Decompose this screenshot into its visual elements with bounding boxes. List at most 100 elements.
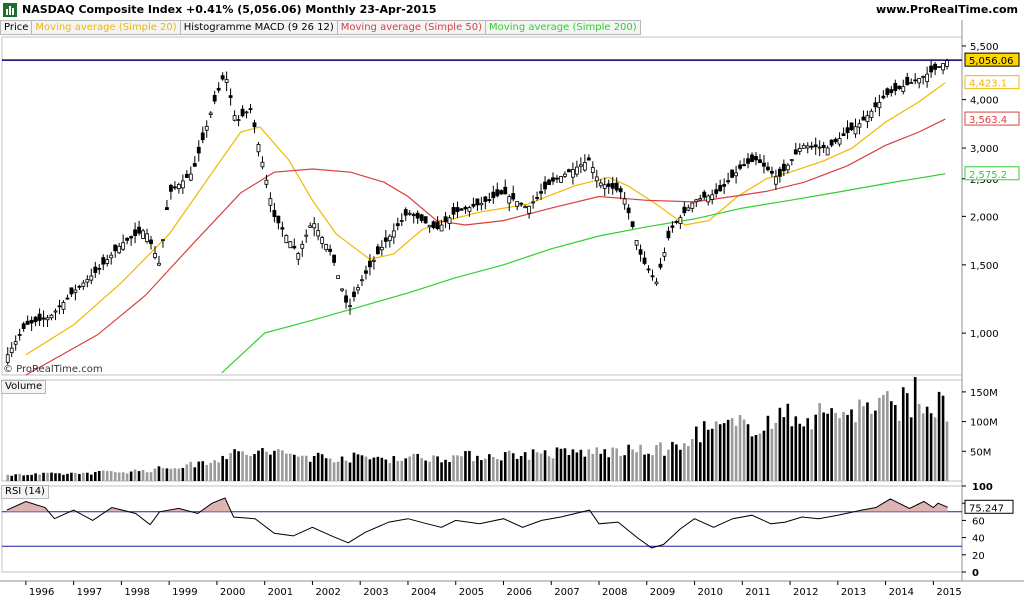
candle (793, 142, 798, 155)
volume-bar (698, 442, 702, 481)
candle-body (590, 167, 595, 173)
candle (571, 162, 575, 185)
candle (172, 181, 177, 191)
volume-bar (607, 457, 611, 481)
candle-body (479, 202, 484, 206)
volume-bar (543, 450, 547, 481)
candle-body (758, 159, 762, 164)
candle (212, 90, 217, 105)
candle (913, 73, 918, 85)
volume-bar (770, 428, 774, 481)
volume-pane-label[interactable]: Volume (1, 380, 47, 394)
candle-body (81, 282, 86, 287)
candle-body (57, 305, 62, 308)
ma-line-0 (25, 82, 946, 356)
candle-body (172, 186, 177, 189)
volume-bar (507, 450, 511, 481)
volume-bar (774, 422, 778, 481)
candle-body (654, 281, 659, 285)
volume-bar (78, 473, 81, 481)
volume-bar (348, 462, 352, 481)
volume-bar (101, 470, 105, 481)
candle (674, 220, 679, 225)
x-tick-label: 2003 (363, 587, 388, 598)
x-tick-label: 2013 (841, 587, 866, 598)
candle (471, 197, 476, 209)
volume-bar (750, 436, 754, 481)
volume-bar (356, 454, 360, 481)
volume-bar (691, 438, 694, 481)
volume-bar (866, 402, 869, 481)
candle-body (153, 253, 157, 258)
candle (487, 192, 492, 204)
candle (125, 237, 130, 245)
candle-body (113, 244, 118, 252)
watermark: © ProRealTime.com (3, 364, 103, 375)
rsi-pane-label[interactable]: RSI (14) (1, 485, 49, 499)
candle-body (252, 122, 257, 128)
candle (21, 321, 26, 332)
candle-body (594, 176, 599, 182)
volume-bar (372, 457, 376, 481)
legend-price[interactable]: Price (0, 20, 33, 35)
candle-body (622, 198, 627, 205)
candle-body (475, 198, 480, 206)
volume-bar (683, 443, 686, 481)
candle-body (188, 173, 193, 181)
candle-body (344, 295, 348, 303)
candle (447, 215, 452, 230)
value-tag-box (964, 52, 1020, 67)
candle (738, 160, 742, 171)
candle-body (180, 180, 185, 189)
volume-bar (93, 471, 97, 481)
volume-bar (22, 475, 25, 481)
x-tick-label: 2002 (315, 587, 340, 598)
candle (264, 174, 269, 188)
volume-bar (141, 470, 145, 481)
volume-bar (221, 455, 224, 481)
volume-bar (308, 461, 312, 481)
candle (276, 215, 281, 230)
candle-body (364, 270, 368, 274)
candle-body (702, 191, 707, 198)
volume-bar (647, 453, 650, 481)
candle-body (821, 144, 826, 148)
candle (169, 183, 173, 200)
candle-body (730, 169, 735, 178)
candle-body (236, 119, 241, 122)
candle-body (837, 138, 842, 145)
candle (268, 192, 273, 213)
legend-ma200[interactable]: Moving average (Simple 200) (485, 20, 641, 35)
volume-bar (830, 408, 833, 481)
candle-body (25, 320, 30, 325)
legend-ma20[interactable]: Moving average (Simple 20) (31, 20, 181, 35)
candle (248, 103, 253, 114)
candle (563, 171, 567, 179)
candle (240, 105, 245, 118)
candle (503, 179, 508, 195)
candle (547, 178, 551, 186)
volume-bar (893, 405, 897, 481)
volume-bar (137, 471, 141, 481)
candle-body (77, 285, 82, 288)
volume-bar (706, 429, 710, 481)
volume-bar (324, 458, 328, 481)
brand-link[interactable]: www.ProRealTime.com (875, 3, 1018, 16)
volume-bar (205, 464, 209, 481)
volume-bar (404, 458, 408, 481)
candle (746, 153, 750, 169)
candle (137, 220, 141, 236)
x-tick-label: 2007 (554, 587, 579, 598)
candle-body (228, 95, 233, 99)
volume-bar (105, 471, 109, 481)
volume-bar (762, 430, 766, 481)
candle-body (129, 236, 134, 239)
candle-body (885, 88, 890, 95)
candle-body (395, 223, 400, 227)
candle (694, 198, 699, 208)
candle (292, 238, 297, 250)
candle (837, 132, 842, 147)
candle-body (399, 220, 404, 222)
volume-bar (145, 472, 149, 481)
